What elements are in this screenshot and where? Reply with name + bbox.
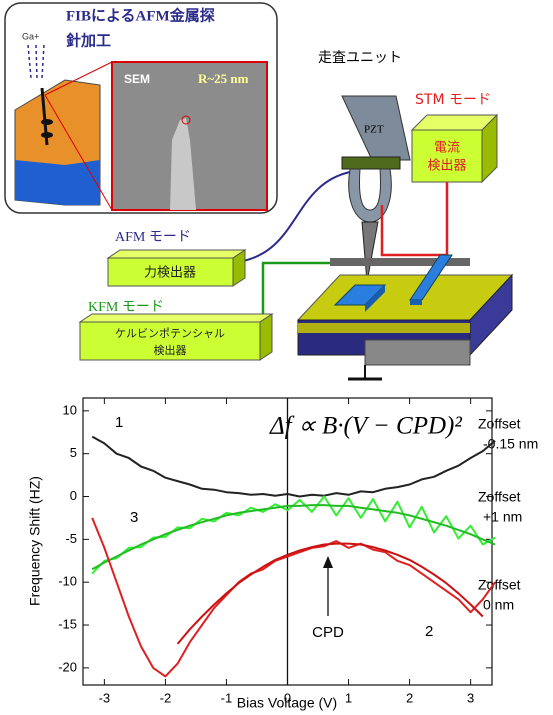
offset-label: Zoffset	[478, 577, 521, 593]
x-tick-label: -1	[221, 690, 233, 705]
x-tick-label: 1	[345, 690, 352, 705]
radius-label: R~25 nm	[198, 71, 249, 86]
kfm-mode: KFM モード	[88, 300, 164, 315]
tuning-fork	[349, 169, 392, 222]
cpd-arrowhead	[323, 556, 333, 568]
figure: FIBによるAFM金属探 針加工 Ga+ SEM R~25 nm 走査ユニット …	[0, 0, 553, 715]
probe-holder-base	[65, 160, 100, 205]
data-line	[92, 518, 495, 677]
scan-unit-label: 走査ユニット	[318, 50, 402, 66]
inset-title: 針加工	[66, 31, 111, 49]
page: FIBによるAFM金属探 針加工 Ga+ SEM R~25 nm 走査ユニット …	[0, 0, 553, 715]
x-tick-label: 3	[467, 690, 474, 705]
kfm-box-side	[260, 314, 272, 360]
offset-label: Zoffset	[478, 416, 521, 432]
data-line	[92, 437, 495, 497]
y-tick-label: 10	[63, 402, 77, 417]
tip	[362, 222, 378, 282]
kfm-detector: ケルビンポテンシャル	[115, 327, 225, 340]
y-axis-label: Frequency Shift (HZ)	[27, 476, 43, 606]
offset-label: 0 nm	[483, 597, 514, 613]
x-tick-label: -3	[99, 690, 111, 705]
x-tick-label: -2	[160, 690, 172, 705]
curve-label: 3	[130, 509, 138, 526]
electrode	[410, 300, 422, 305]
ion-label: Ga+	[22, 31, 39, 41]
cpd-label: CPD	[312, 624, 344, 641]
stm-box	[412, 130, 482, 182]
stm-detector: 検出器	[427, 159, 466, 174]
stm-wire	[382, 182, 447, 255]
data-line	[92, 497, 495, 574]
stage-layer	[298, 323, 470, 333]
inset-title: FIBによるAFM金属探	[66, 6, 215, 24]
stage-base	[365, 340, 470, 365]
sem-label: SEM	[124, 72, 150, 86]
offset-label: +1 nm	[483, 509, 522, 525]
probe-holder-base	[15, 160, 65, 205]
y-tick-label: -15	[58, 616, 77, 631]
afm-mode: AFM モード	[115, 230, 191, 245]
offset-label: Zoffset	[478, 489, 521, 505]
curve-label: 1	[115, 414, 123, 431]
afm-detector: 力検出器	[144, 266, 196, 281]
curve-label: 2	[425, 623, 433, 640]
kfm-box-top	[80, 314, 272, 322]
y-tick-label: -10	[58, 574, 77, 589]
y-tick-label: 0	[70, 488, 77, 503]
stm-detector: 電流	[434, 141, 460, 156]
probe-mark	[41, 119, 53, 125]
kfm-detector: 検出器	[154, 343, 187, 357]
y-tick-label: -5	[65, 531, 77, 546]
y-tick-label: -20	[58, 659, 77, 674]
holder-plate	[342, 157, 400, 169]
formula: Δf ∝ B·(V − CPD)²	[269, 413, 462, 440]
x-tick-label: 0	[284, 690, 291, 705]
pzt-label: PZT	[364, 124, 384, 136]
afm-box-top	[108, 250, 245, 258]
y-tick-label: 5	[70, 445, 77, 460]
stm-mode: STM モード	[415, 92, 491, 108]
probe-mark	[41, 132, 53, 138]
x-tick-label: 2	[406, 690, 413, 705]
